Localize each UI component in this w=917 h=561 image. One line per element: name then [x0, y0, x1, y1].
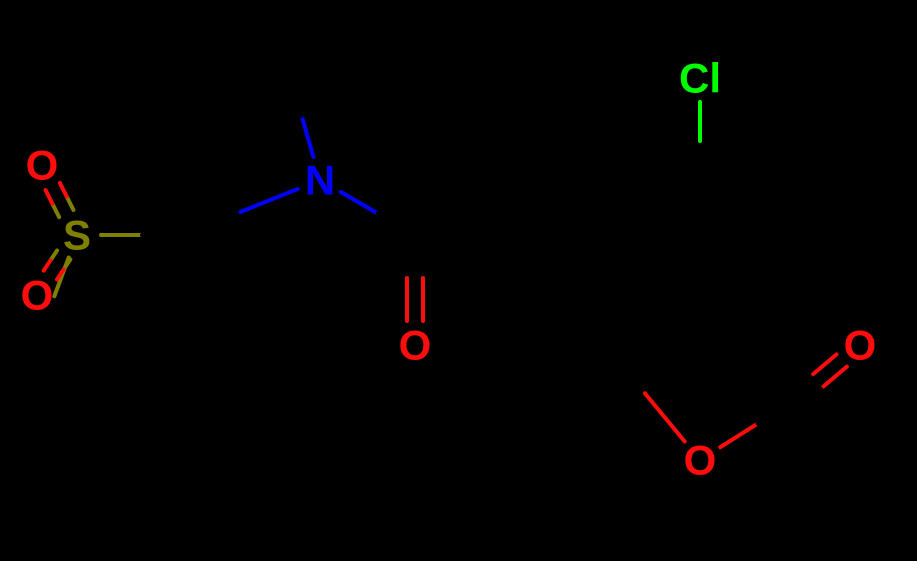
o-atom-label: O [844, 322, 877, 369]
o-atom-label: O [684, 437, 717, 484]
molecule-diagram: SOONOOOCl [0, 0, 917, 561]
atoms-layer: SOONOOOCl [21, 55, 877, 484]
n-atom-label: N [305, 157, 335, 204]
bonds-layer [40, 75, 847, 510]
o-atom-label: O [26, 142, 59, 189]
o-atom-label: O [399, 322, 432, 369]
s-atom-label: S [63, 212, 91, 259]
cl-atom-label: Cl [679, 55, 721, 102]
o-atom-label: O [21, 272, 54, 319]
